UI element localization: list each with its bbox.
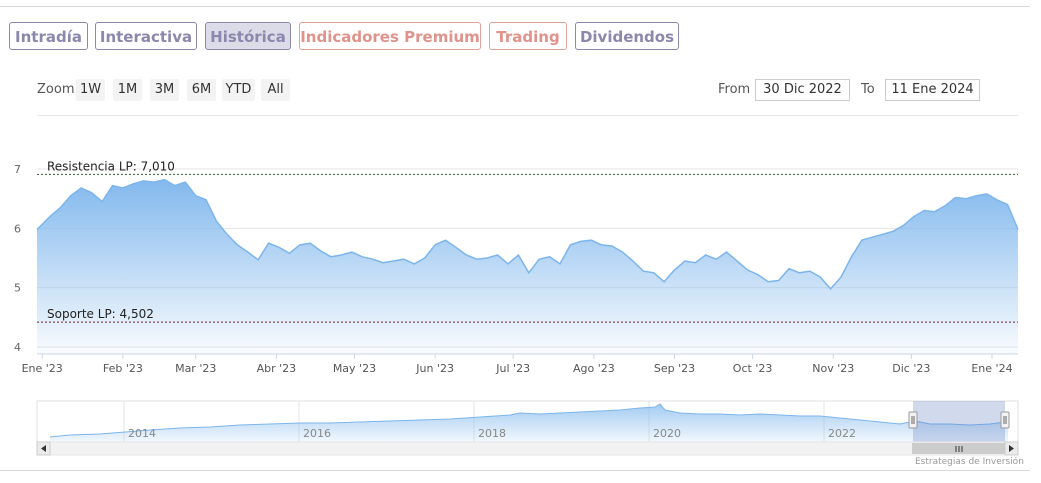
tab-interactiva[interactable]: Interactiva (95, 22, 197, 50)
to-label: To (861, 82, 875, 97)
x-tick-label: Jun '23 (415, 362, 454, 375)
x-tick-label: Ago '23 (573, 362, 615, 375)
x-tick-label: Ene '23 (22, 362, 63, 375)
x-tick-label: Jul '23 (495, 362, 530, 375)
chart-credit: Estrategias de Inversión (915, 457, 1024, 467)
navigator: 2014 2016 2018 2020 2022 (36, 400, 1019, 443)
navigator-tick-label: 2020 (653, 427, 681, 440)
x-tick-label: Nov '23 (812, 362, 854, 375)
top-divider (0, 6, 1030, 7)
tab-indicadores-premium[interactable]: Indicadores Premium (299, 22, 481, 50)
arrow-right-icon (1009, 445, 1014, 452)
y-tick-label: 5 (14, 282, 21, 295)
price-line (36, 178, 1019, 291)
navigator-tick-label: 2014 (128, 427, 156, 440)
tab-dividendos[interactable]: Dividendos (575, 22, 679, 50)
x-tick-label: Ene '24 (971, 362, 1012, 375)
resistance-label: Resistencia LP: 7,010 (47, 159, 175, 173)
navigator-line (49, 403, 1009, 438)
navigator-tick-label: 2018 (478, 427, 506, 440)
tab-historica[interactable]: Histórica (205, 22, 291, 50)
tab-trading[interactable]: Trading (489, 22, 567, 50)
scrollbar[interactable] (36, 441, 1019, 456)
bottom-divider (0, 470, 1030, 471)
navigator-tick-label: 2016 (303, 427, 331, 440)
support-label: Soporte LP: 4,502 (47, 307, 154, 321)
to-date-input[interactable]: 11 Ene 2024 (885, 79, 980, 101)
from-label: From (718, 82, 751, 97)
x-tick-label: Mar '23 (175, 362, 216, 375)
x-tick-label: Sep '23 (654, 362, 695, 375)
navigator-handle-left[interactable] (908, 411, 918, 429)
y-tick-label: 7 (14, 163, 21, 176)
price-area (37, 179, 1018, 354)
navigator-area (50, 404, 1008, 442)
zoom-1m-button[interactable]: 1M (113, 79, 142, 101)
arrow-left-icon (41, 445, 46, 452)
y-tick-label: 6 (14, 222, 21, 235)
zoom-label: Zoom (37, 82, 75, 97)
x-tick-label: May '23 (333, 362, 376, 375)
scrollbar-track[interactable] (36, 441, 1019, 456)
toolbar-divider (37, 115, 1018, 116)
from-date-input[interactable]: 30 Dic 2022 (755, 79, 850, 101)
navigator-tick-label: 2022 (828, 427, 856, 440)
navigator-handle-right[interactable] (1000, 411, 1010, 429)
zoom-3m-button[interactable]: 3M (150, 79, 179, 101)
x-tick-label: Feb '23 (103, 362, 143, 375)
navigator-mask[interactable] (913, 401, 1005, 442)
x-tick-label: Abr '23 (257, 362, 297, 375)
zoom-1w-button[interactable]: 1W (76, 79, 105, 101)
tab-intradia[interactable]: Intradía (9, 22, 88, 50)
x-tick-label: Dic '23 (892, 362, 930, 375)
zoom-6m-button[interactable]: 6M (187, 79, 216, 101)
zoom-ytd-button[interactable]: YTD (222, 79, 255, 101)
y-tick-label: 4 (14, 341, 21, 354)
zoom-all-button[interactable]: All (261, 79, 290, 101)
x-tick-label: Oct '23 (733, 362, 773, 375)
